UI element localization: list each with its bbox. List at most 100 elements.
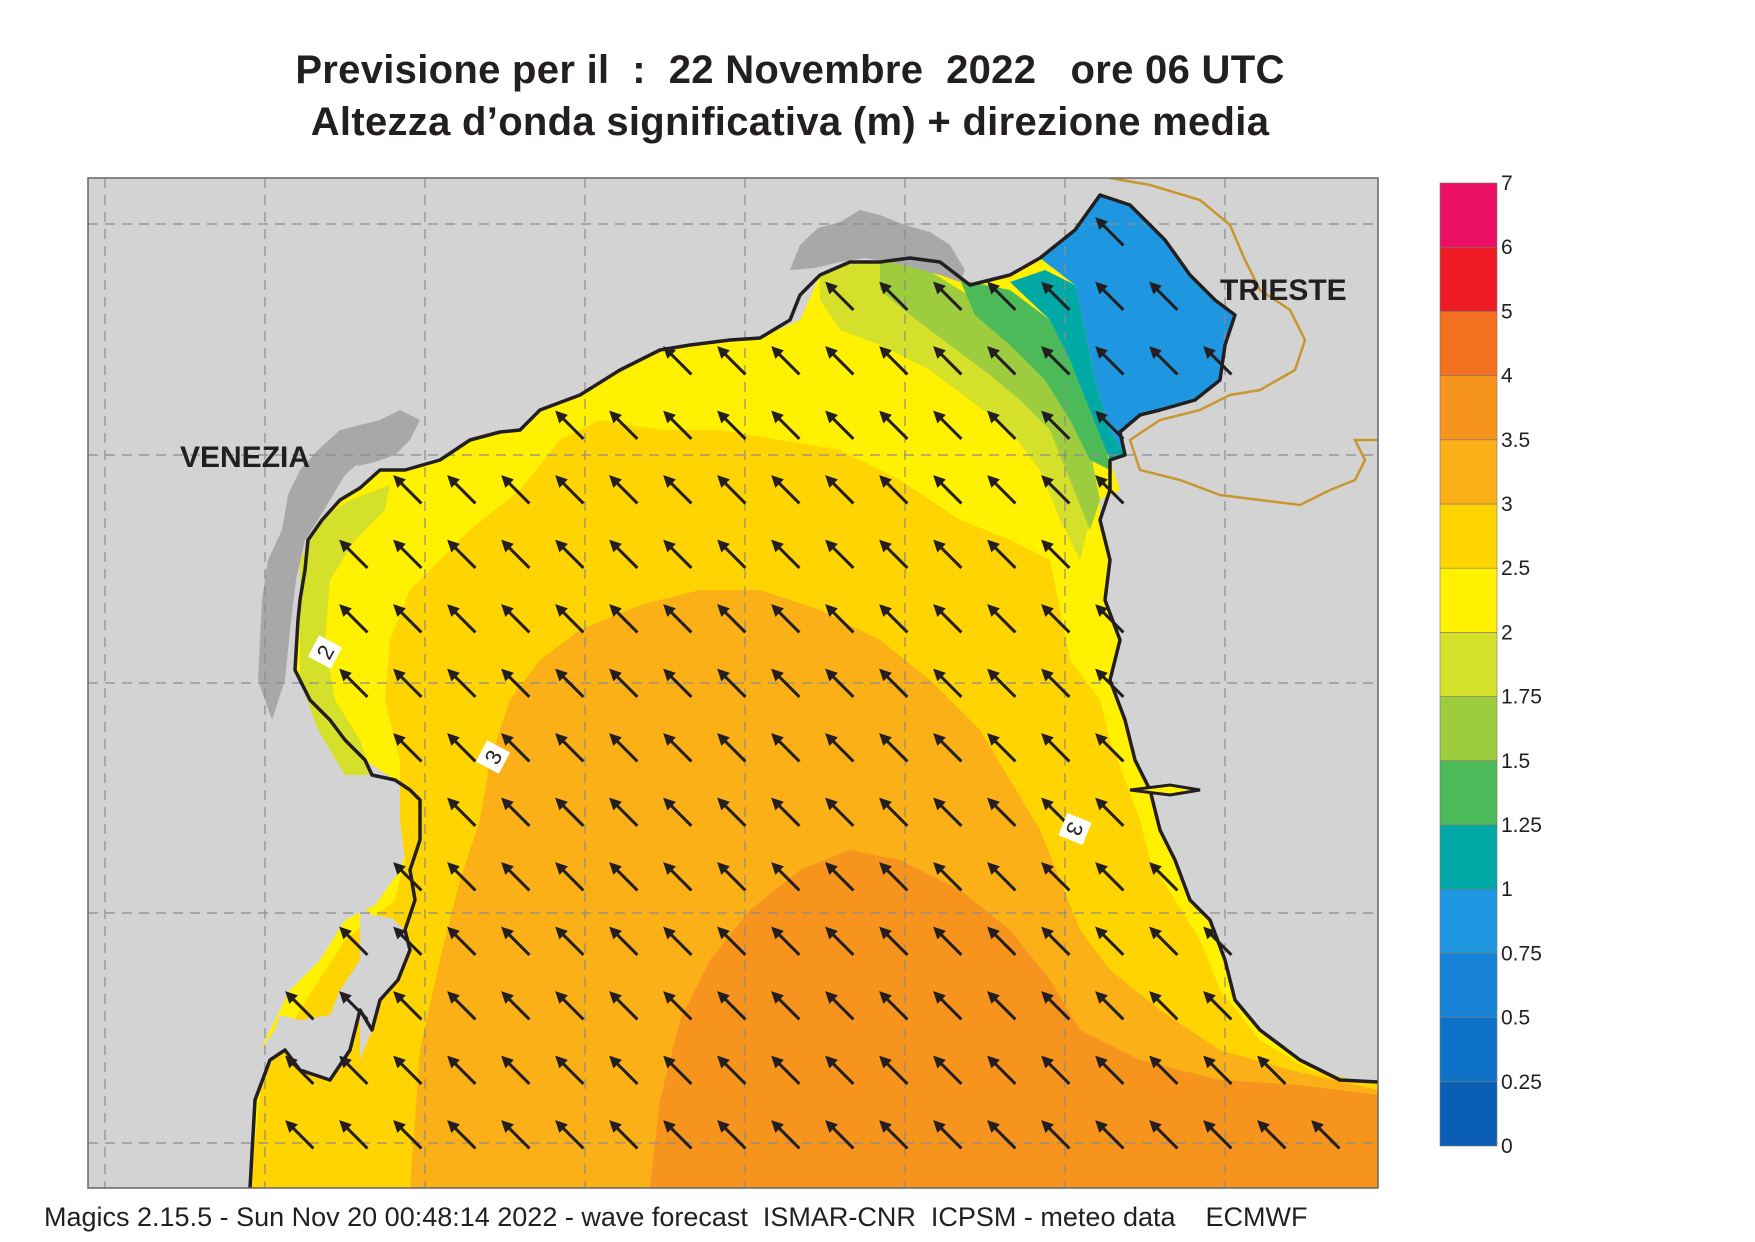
wave-direction-arrow: [987, 1055, 1017, 1085]
wave-direction-arrow: [555, 862, 585, 892]
title-line-2: Altezza d’onda significativa (m) + direz…: [310, 100, 1270, 144]
wave-direction-arrow: [879, 604, 909, 634]
wave-direction-arrow: [1203, 1120, 1233, 1150]
wave-direction-arrow: [609, 733, 639, 763]
class-1-75: [300, 485, 390, 775]
venezia-lagoon-urban: [345, 410, 420, 466]
wave-direction-arrow: [933, 733, 963, 763]
wave-direction-arrow: [609, 862, 639, 892]
wave-direction-arrow: [285, 1055, 315, 1085]
wave-direction-arrow: [987, 539, 1017, 569]
wave-direction-arrow: [1041, 346, 1071, 376]
wave-direction-arrow: [717, 1055, 747, 1085]
colorbar-swatch: [1439, 375, 1498, 441]
wave-direction-arrow: [879, 668, 909, 698]
wave-direction-arrow: [987, 926, 1017, 956]
wave-direction-arrow: [717, 604, 747, 634]
wave-direction-arrow: [1095, 668, 1125, 698]
colorbar-tick-label: 0: [1501, 1135, 1513, 1158]
colorbar-swatch: [1439, 182, 1498, 248]
national-border: [1109, 178, 1378, 507]
wave-direction-arrow: [663, 539, 693, 569]
wave-direction-arrow: [933, 539, 963, 569]
colorbar-swatch: [1439, 246, 1498, 312]
wave-direction-arrow: [771, 733, 801, 763]
wave-direction-arrow: [771, 1055, 801, 1085]
wave-direction-arrow: [555, 733, 585, 763]
wave-direction-arrow: [555, 668, 585, 698]
wave-direction-arrow: [771, 862, 801, 892]
wave-direction-arrow: [609, 539, 639, 569]
wave-direction-arrow: [1257, 1120, 1287, 1150]
wave-direction-arrow: [825, 733, 855, 763]
colorbar-tick-label: 7: [1501, 172, 1513, 195]
colorbar-tick-label: 0.5: [1501, 1007, 1530, 1030]
wave-direction-arrow: [987, 797, 1017, 827]
wave-direction-arrow: [1095, 475, 1125, 505]
wave-direction-arrow: [1203, 926, 1233, 956]
wave-direction-arrow: [555, 991, 585, 1021]
colorbar-swatch: [1439, 824, 1498, 890]
wave-direction-arrow: [339, 1120, 369, 1150]
class-0-75: [1040, 195, 1235, 455]
colorbar-tick-label: 1: [1501, 878, 1513, 901]
wave-direction-arrow: [609, 926, 639, 956]
wave-direction-arrow: [663, 668, 693, 698]
wave-direction-arrow: [1041, 604, 1071, 634]
colorbar-swatch: [1439, 567, 1498, 633]
colorbar-swatch: [1439, 760, 1498, 826]
wave-direction-arrow: [879, 991, 909, 1021]
wave-direction-arrow: [555, 1120, 585, 1150]
wave-direction-arrow: [663, 1055, 693, 1085]
colorbar-swatch: [1439, 1081, 1498, 1147]
colorbar-tick-label: 3: [1501, 493, 1513, 516]
wave-direction-arrow: [285, 1120, 315, 1150]
wave-direction-arrow: [771, 797, 801, 827]
wave-direction-arrow: [1041, 539, 1071, 569]
wave-direction-arrow: [555, 1055, 585, 1085]
wave-direction-arrow: [771, 1120, 801, 1150]
wave-direction-arrow: [555, 797, 585, 827]
wave-direction-arrow: [987, 604, 1017, 634]
contour-label-west: 2: [307, 635, 343, 669]
wave-direction-arrow: [933, 1055, 963, 1085]
wave-direction-arrow: [825, 797, 855, 827]
city-label-trieste: TRIESTE: [1220, 274, 1347, 307]
class-1-5: [880, 262, 1100, 530]
colorbar-swatch: [1439, 953, 1498, 1018]
colorbar-tick-label: 5: [1501, 300, 1513, 323]
wave-direction-arrow: [555, 539, 585, 569]
colorbar-tick-label: 0.25: [1501, 1071, 1542, 1094]
colorbar-swatch: [1439, 632, 1498, 697]
wave-direction-arrow: [555, 604, 585, 634]
colorbar-swatch: [1439, 696, 1498, 762]
wave-direction-arrow: [609, 797, 639, 827]
colorbar-swatch: [1439, 503, 1498, 569]
map-frame: [87, 177, 1379, 1189]
wave-direction-arrow: [987, 668, 1017, 698]
colorbar-swatch: [1439, 1017, 1498, 1083]
footer-credits: Magics 2.15.5 - Sun Nov 20 00:48:14 2022…: [44, 1202, 1308, 1232]
wave-direction-arrow: [1149, 1055, 1179, 1085]
contour-label-center: 3: [475, 740, 511, 774]
wave-direction-arrow: [1041, 475, 1071, 505]
wave-direction-arrow: [987, 733, 1017, 763]
wave-direction-arrow: [879, 1120, 909, 1150]
wave-direction-arrow: [933, 797, 963, 827]
wave-direction-arrow: [609, 991, 639, 1021]
wave-direction-arrow: [1041, 668, 1071, 698]
wave-direction-arrow: [1095, 1055, 1125, 1085]
wave-direction-arrow: [879, 797, 909, 827]
wave-direction-arrow: [1095, 346, 1125, 376]
wave-direction-arrow: [717, 926, 747, 956]
wave-direction-arrow: [663, 604, 693, 634]
map-area: [88, 178, 1378, 1188]
wave-direction-arrow: [717, 797, 747, 827]
wave-direction-arrow: [825, 1055, 855, 1085]
wave-direction-arrow: [771, 926, 801, 956]
wave-direction-arrow: [339, 1055, 369, 1085]
coastline: [248, 193, 1378, 1188]
wave-direction-arrow: [447, 1120, 477, 1150]
istria-spit: [1129, 783, 1201, 797]
wave-direction-arrow: [933, 1120, 963, 1150]
